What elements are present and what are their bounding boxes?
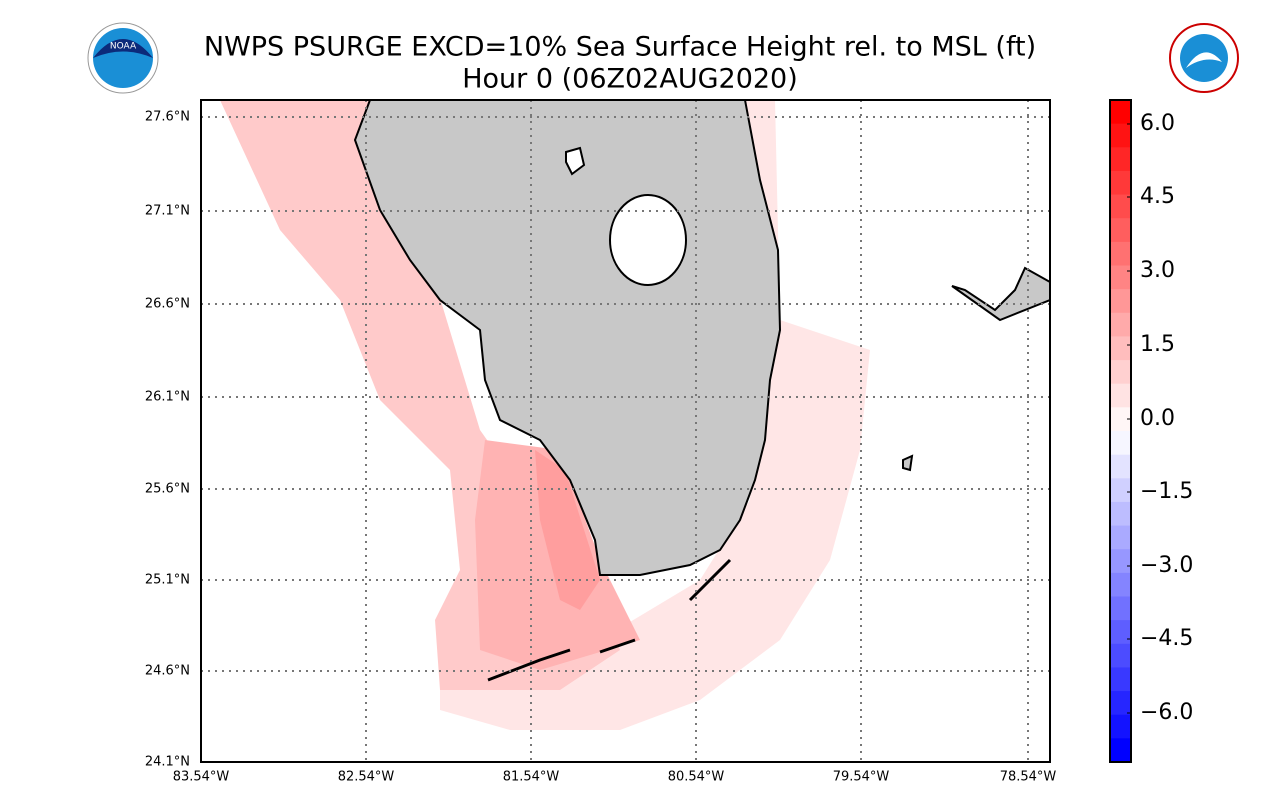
colorbar-band [1110, 170, 1131, 196]
colorbar-band [1110, 218, 1131, 243]
colorbar-band [1110, 478, 1131, 503]
colorbar-label: 4.5 [1140, 184, 1175, 209]
colorbar-band [1110, 667, 1131, 692]
colorbar-band [1110, 525, 1131, 550]
map-frame [200, 99, 1051, 763]
lat-label: 26.6°N [145, 297, 190, 312]
colorbar-band [1110, 336, 1131, 361]
colorbar-frame [1109, 99, 1132, 763]
lat-label: 27.6°N [145, 110, 190, 125]
svg-text:NOAA: NOAA [110, 42, 137, 52]
colorbar-band [1110, 572, 1131, 597]
colorbar-band [1110, 123, 1131, 148]
lon-label: 81.54°W [503, 770, 560, 785]
colorbar-band [1110, 100, 1131, 125]
colorbar-band [1110, 596, 1131, 621]
colorbar-band [1110, 241, 1131, 266]
colorbar-band [1110, 501, 1131, 527]
colorbar-band [1110, 265, 1131, 290]
lon-label: 78.54°W [1000, 770, 1057, 785]
colorbar-band [1110, 738, 1131, 763]
colorbar-label: −3.0 [1140, 553, 1193, 578]
title: NWPS PSURGE EXCD=10% Sea Surface Height … [204, 32, 1036, 63]
colorbar-label: −4.5 [1140, 626, 1193, 651]
colorbar-band [1110, 360, 1131, 385]
colorbar-label: 3.0 [1140, 258, 1175, 283]
colorbar-band [1110, 691, 1131, 716]
colorbar-label: 0.0 [1140, 406, 1175, 431]
lat-label: 25.1°N [145, 573, 190, 588]
nws-logo [1169, 23, 1239, 93]
colorbar-band [1110, 147, 1131, 172]
island [902, 454, 914, 472]
lat-label: 24.6°N [145, 664, 190, 679]
colorbar-band [1110, 383, 1131, 408]
lat-label: 25.6°N [145, 482, 190, 497]
keys [487, 558, 732, 682]
lake-okeechobee [609, 194, 687, 286]
lat-label: 27.1°N [145, 204, 190, 219]
colorbar-band [1110, 643, 1131, 668]
map [201, 100, 1050, 762]
colorbar-band [1110, 407, 1131, 432]
noaa-logo: NOAA [87, 22, 159, 94]
colorbar-band [1110, 714, 1131, 739]
colorbar-label: 6.0 [1140, 111, 1175, 136]
colorbar-label: −1.5 [1140, 479, 1193, 504]
grand-bahama [951, 266, 1050, 322]
subtitle: Hour 0 (06Z02AUG2020) [462, 64, 798, 95]
colorbar-label: 1.5 [1140, 332, 1175, 357]
lon-label: 83.54°W [173, 770, 230, 785]
colorbar-label: −6.0 [1140, 700, 1193, 725]
colorbar-band [1110, 431, 1131, 456]
colorbar-band [1110, 312, 1131, 337]
colorbar-band [1110, 289, 1131, 314]
colorbar-band [1110, 549, 1131, 574]
colorbar-band [1110, 194, 1131, 219]
lon-label: 82.54°W [338, 770, 395, 785]
colorbar-band [1110, 454, 1131, 479]
lat-label: 24.1°N [145, 755, 190, 770]
lon-label: 80.54°W [668, 770, 725, 785]
lat-label: 26.1°N [145, 390, 190, 405]
lon-label: 79.54°W [833, 770, 890, 785]
lake-small [565, 146, 586, 176]
colorbar-band [1110, 620, 1131, 645]
